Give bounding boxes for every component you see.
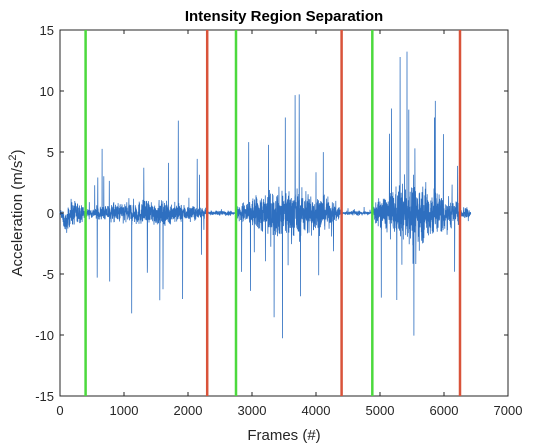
y-tick-label: -5 (42, 267, 54, 282)
x-tick-label: 2000 (174, 403, 203, 418)
axis-ticks (59, 29, 509, 397)
y-tick-label: -15 (35, 389, 54, 404)
plot-area (59, 29, 509, 397)
chart-title: Intensity Region Separation (185, 8, 383, 25)
x-tick-label: 7000 (494, 403, 523, 418)
x-tick-label: 3000 (238, 403, 267, 418)
tick-labels: 0 1000 2000 3000 4000 5000 6000 7000 15 10 5 0 -5 -10… (35, 23, 522, 418)
y-axis-label-main: Acceleration (m/s (9, 161, 26, 277)
x-tick-label: 5000 (366, 403, 395, 418)
y-tick-label: 5 (47, 145, 54, 160)
y-axis-label-exponent: 2 (7, 155, 19, 161)
series-line (59, 51, 472, 339)
y-axis-label-close: ) (9, 150, 26, 155)
region-separators (84, 30, 462, 396)
signal-series (59, 51, 472, 339)
y-tick-label: 10 (40, 84, 54, 99)
y-tick-label: 15 (40, 23, 54, 38)
y-tick-label: -10 (35, 328, 54, 343)
y-axis-label: Acceleration (m/s2) (7, 150, 26, 277)
y-tick-label: 0 (47, 206, 54, 221)
x-axis-label: Frames (#) (247, 427, 320, 444)
x-tick-label: 6000 (430, 403, 459, 418)
x-tick-label: 0 (56, 403, 63, 418)
x-tick-label: 4000 (302, 403, 331, 418)
x-tick-label: 1000 (110, 403, 139, 418)
